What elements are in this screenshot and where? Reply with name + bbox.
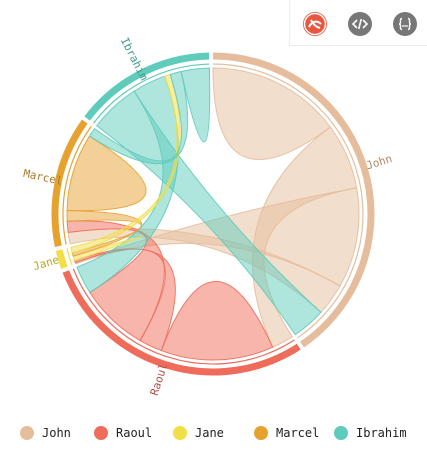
group-label-john: John — [365, 152, 394, 172]
legend-label: Jane — [195, 426, 224, 440]
group-label-marcel: Marcel — [22, 167, 64, 188]
legend-swatch — [334, 426, 348, 440]
legend-item-raoul[interactable]: Raoul — [94, 424, 152, 442]
group-label-jane: Jane — [32, 253, 61, 273]
legend-item-john[interactable]: John — [20, 424, 71, 442]
legend-swatch — [254, 426, 268, 440]
legend-swatch — [20, 426, 34, 440]
legend: John Raoul Jane Marcel Ibrahim — [0, 420, 427, 446]
legend-item-ibrahim[interactable]: Ibrahim — [334, 424, 407, 442]
legend-swatch — [173, 426, 187, 440]
legend-item-marcel[interactable]: Marcel — [254, 424, 319, 442]
group-label-raoul: Raoul — [148, 362, 171, 398]
legend-label: Marcel — [276, 426, 319, 440]
ribbons-layer — [67, 68, 359, 360]
legend-swatch — [94, 426, 108, 440]
legend-item-jane[interactable]: Jane — [173, 424, 224, 442]
legend-label: John — [42, 426, 71, 440]
legend-label: Raoul — [116, 426, 152, 440]
legend-label: Ibrahim — [356, 426, 407, 440]
